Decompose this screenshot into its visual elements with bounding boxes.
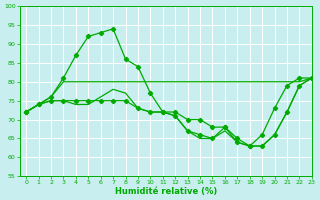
X-axis label: Humidité relative (%): Humidité relative (%) <box>115 187 217 196</box>
